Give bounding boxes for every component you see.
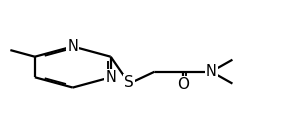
- Text: N: N: [105, 70, 116, 85]
- Text: N: N: [206, 64, 217, 79]
- Text: O: O: [177, 77, 189, 92]
- Text: N: N: [67, 39, 78, 54]
- Text: S: S: [124, 75, 134, 90]
